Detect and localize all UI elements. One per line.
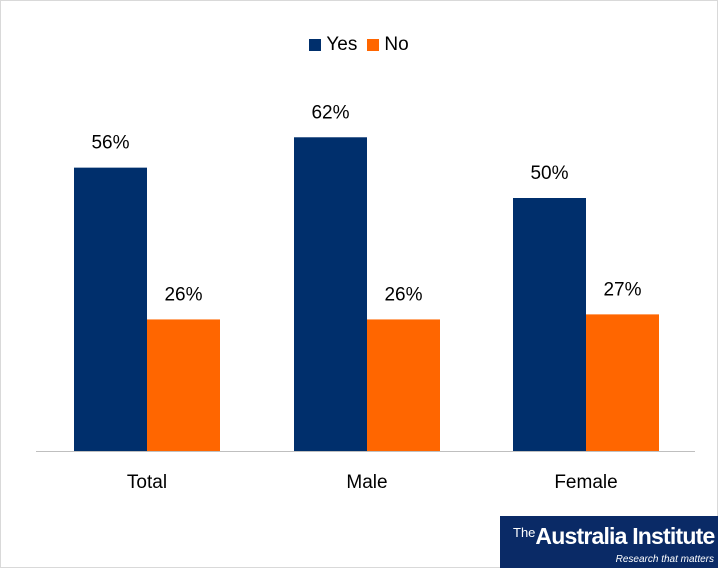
data-label-total-no: 26% — [164, 284, 202, 305]
bar-male-yes — [294, 137, 367, 451]
logo-tagline: Research that matters — [615, 554, 714, 565]
data-label-male-no: 26% — [384, 284, 422, 305]
legend-swatch-yes — [309, 39, 322, 51]
bar-female-no — [586, 314, 659, 451]
legend-label-no: No — [384, 34, 409, 55]
legend-item-no: No — [367, 34, 409, 56]
logo-the: The — [513, 525, 536, 540]
bar-female-yes — [513, 198, 586, 451]
logo-wordmark: TheAustralia Institute — [513, 523, 715, 550]
bar-male-no — [367, 319, 440, 451]
category-label-female: Female — [554, 472, 617, 493]
australia-institute-logo: TheAustralia Institute Research that mat… — [500, 516, 718, 568]
legend-swatch-no — [367, 39, 380, 51]
data-label-male-yes: 62% — [311, 102, 349, 123]
category-label-total: Total — [127, 472, 167, 493]
category-label-male: Male — [346, 472, 387, 493]
legend-label-yes: Yes — [326, 34, 358, 55]
legend: Yes No — [0, 34, 718, 56]
data-label-female-no: 27% — [603, 279, 641, 300]
data-label-female-yes: 50% — [530, 163, 568, 184]
bar-total-no — [147, 319, 220, 451]
bar-total-yes — [74, 167, 147, 451]
legend-item-yes: Yes — [309, 34, 357, 56]
logo-name: Australia Institute — [535, 523, 715, 549]
data-label-total-yes: 56% — [91, 133, 129, 154]
